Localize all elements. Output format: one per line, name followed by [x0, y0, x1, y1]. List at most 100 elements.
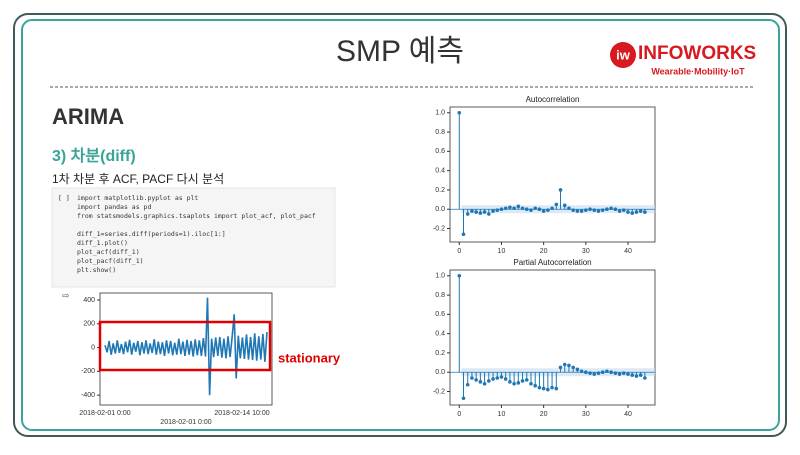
stem-marker	[643, 376, 647, 380]
stem-marker	[600, 370, 605, 375]
y-tick-label: 0.6	[435, 311, 445, 318]
stem-marker	[638, 373, 643, 377]
stem-marker	[495, 208, 500, 212]
stem-marker	[571, 365, 575, 370]
stem-marker	[609, 206, 613, 211]
plot-frame	[449, 106, 656, 243]
code-line: from statsmodels.graphics.tsaplots impor…	[77, 212, 316, 220]
stem-marker	[621, 371, 626, 375]
stem-marker	[596, 209, 601, 213]
stem-marker	[482, 381, 487, 386]
stem-marker	[626, 210, 630, 214]
stem-marker	[537, 385, 542, 390]
stem-marker	[562, 362, 567, 367]
stem-marker	[571, 208, 575, 212]
stem-marker	[567, 363, 571, 368]
stem-marker	[558, 365, 563, 370]
stem-marker	[465, 382, 470, 387]
y-tick-label: 1.0	[435, 273, 445, 280]
y-tick-label: 0	[91, 344, 95, 351]
stem-marker	[474, 210, 478, 214]
stem-marker	[533, 206, 538, 211]
code-line: diff_1=series.diff(periods=1).iloc[1:]	[77, 230, 226, 238]
stem-marker	[487, 379, 491, 383]
logo-tagline: Wearable·Mobility·IoT	[651, 66, 745, 76]
stem-marker	[638, 209, 643, 213]
stem-marker	[541, 209, 546, 213]
stem-marker	[613, 207, 618, 212]
stem-marker	[516, 204, 521, 209]
x-tick-label: 2018-02-01 0:00	[79, 410, 130, 417]
stem-marker	[461, 396, 466, 401]
code-line: import matplotlib.pyplot as plt	[77, 194, 198, 202]
x-tick-label: 40	[624, 248, 632, 255]
pacf-plot: -0.2 0.0 0.2 0.4 0.6 0.8 1.0 Partial Autocorrel…	[433, 258, 656, 418]
stem-marker	[575, 209, 580, 213]
stem-marker	[470, 209, 474, 213]
stem-marker	[592, 372, 597, 376]
stem-marker	[550, 206, 554, 211]
stem-marker	[554, 202, 559, 207]
stem-marker	[457, 110, 462, 115]
x-axis-label: 2018-02-01 0:00	[160, 419, 211, 426]
stem-marker	[558, 188, 563, 192]
y-tick-label: 0.0	[435, 206, 445, 213]
code-line: plt.show()	[77, 266, 116, 274]
stem-marker	[482, 210, 487, 214]
stem-marker	[537, 207, 542, 212]
stem-marker	[554, 386, 559, 391]
stem-marker	[533, 383, 538, 388]
stem-marker	[579, 209, 584, 213]
series-line	[104, 297, 268, 396]
stem-marker	[465, 212, 470, 216]
stem-marker	[584, 370, 588, 375]
y-tick-label: -0.2	[433, 388, 445, 395]
stem-marker	[503, 206, 508, 211]
code-line: plot_acf(diff_1)	[77, 248, 140, 256]
x-tick-label: 0	[457, 411, 461, 418]
logo-icon	[610, 42, 636, 68]
y-tick-label: 0.0	[435, 369, 445, 376]
y-tick-label: 0.4	[435, 167, 445, 174]
stem-marker	[503, 377, 508, 381]
code-line: import pandas as pd	[77, 203, 151, 211]
stem-marker	[478, 380, 483, 384]
section-description: 1차 차분 후 ACF, PACF 다시 분석	[52, 172, 224, 186]
stem-marker	[621, 208, 626, 212]
stem-marker	[520, 379, 525, 383]
stem-marker	[491, 377, 495, 381]
stem-marker	[478, 211, 483, 215]
stem-marker	[617, 209, 622, 213]
y-tick-label: 400	[83, 297, 95, 304]
stem-marker	[516, 381, 521, 385]
stem-marker	[643, 210, 647, 214]
inner-frame	[21, 19, 780, 431]
y-tick-label: -0.2	[433, 225, 445, 232]
stem-marker	[524, 378, 529, 382]
y-tick-label: 200	[83, 321, 95, 328]
stem-marker	[461, 232, 466, 237]
code-cell	[51, 187, 336, 288]
stem-marker	[584, 208, 588, 212]
stem-marker	[474, 378, 478, 382]
stem-marker	[541, 386, 546, 391]
logo-name: INFOWORKS	[638, 43, 756, 64]
y-tick-label: 0.6	[435, 148, 445, 155]
y-tick-label: 0.4	[435, 330, 445, 337]
x-tick-label: 10	[498, 248, 506, 255]
stem-marker	[579, 369, 584, 374]
stem-marker	[562, 203, 567, 208]
stem-marker	[613, 371, 618, 375]
stem-marker	[630, 373, 635, 377]
stem-marker	[567, 206, 571, 211]
section-title: ARIMA	[52, 104, 124, 129]
stem-marker	[529, 381, 533, 386]
stem-marker	[588, 207, 592, 212]
y-tick-label: 0.8	[435, 292, 445, 299]
stem-marker	[605, 207, 609, 212]
stem-marker	[596, 371, 601, 375]
